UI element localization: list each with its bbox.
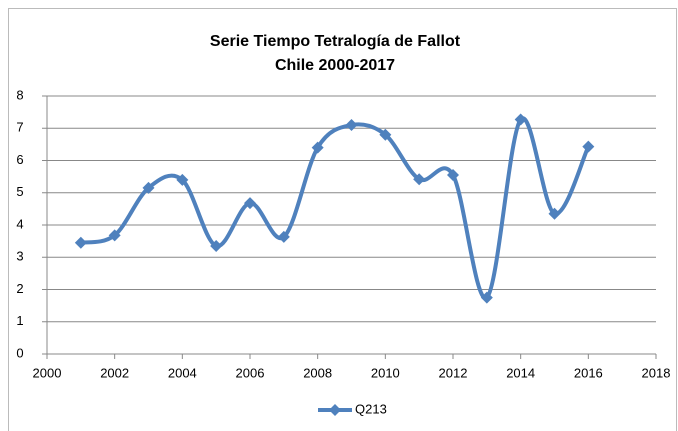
- marker: [413, 173, 426, 186]
- marker: [142, 181, 155, 194]
- legend-marker: [329, 404, 341, 416]
- marker: [345, 119, 358, 132]
- marker: [74, 236, 87, 249]
- marker: [447, 169, 459, 182]
- chart-title: Serie Tiempo Tetralogía de Fallot: [210, 33, 461, 50]
- y-tick-label: 4: [16, 216, 23, 231]
- x-tick-label: 2018: [642, 365, 671, 380]
- x-tick-label: 2006: [236, 365, 265, 380]
- marker: [311, 141, 324, 154]
- y-tick-label: 2: [16, 281, 23, 296]
- legend-label: Q213: [355, 401, 387, 416]
- x-tick-label: 2016: [574, 365, 603, 380]
- y-tick-label: 6: [16, 152, 23, 167]
- y-tick-label: 1: [16, 313, 23, 328]
- marker: [176, 173, 189, 186]
- marker: [244, 197, 256, 210]
- x-tick-label: 2000: [33, 365, 62, 380]
- marker: [108, 229, 121, 242]
- chart-frame: [8, 8, 677, 431]
- y-tick-label: 0: [16, 345, 23, 360]
- y-tick-label: 8: [16, 87, 23, 102]
- y-tick-label: 3: [16, 249, 23, 264]
- x-tick-label: 2010: [371, 365, 400, 380]
- marker: [277, 230, 290, 243]
- marker: [514, 113, 527, 126]
- x-tick-label: 2004: [168, 365, 197, 380]
- chart-subtitle: Chile 2000-2017: [275, 57, 395, 74]
- marker: [210, 239, 223, 252]
- line: [80, 116, 591, 300]
- x-tick-label: 2002: [100, 365, 129, 380]
- marker: [548, 207, 561, 220]
- x-tick-label: 2014: [506, 365, 535, 380]
- x-tick-label: 2012: [439, 365, 468, 380]
- marker: [379, 128, 392, 141]
- y-tick-label: 5: [16, 184, 23, 199]
- x-tick-label: 2008: [303, 365, 332, 380]
- y-tick-label: 7: [16, 120, 23, 135]
- marker: [480, 291, 493, 304]
- marker: [582, 140, 595, 153]
